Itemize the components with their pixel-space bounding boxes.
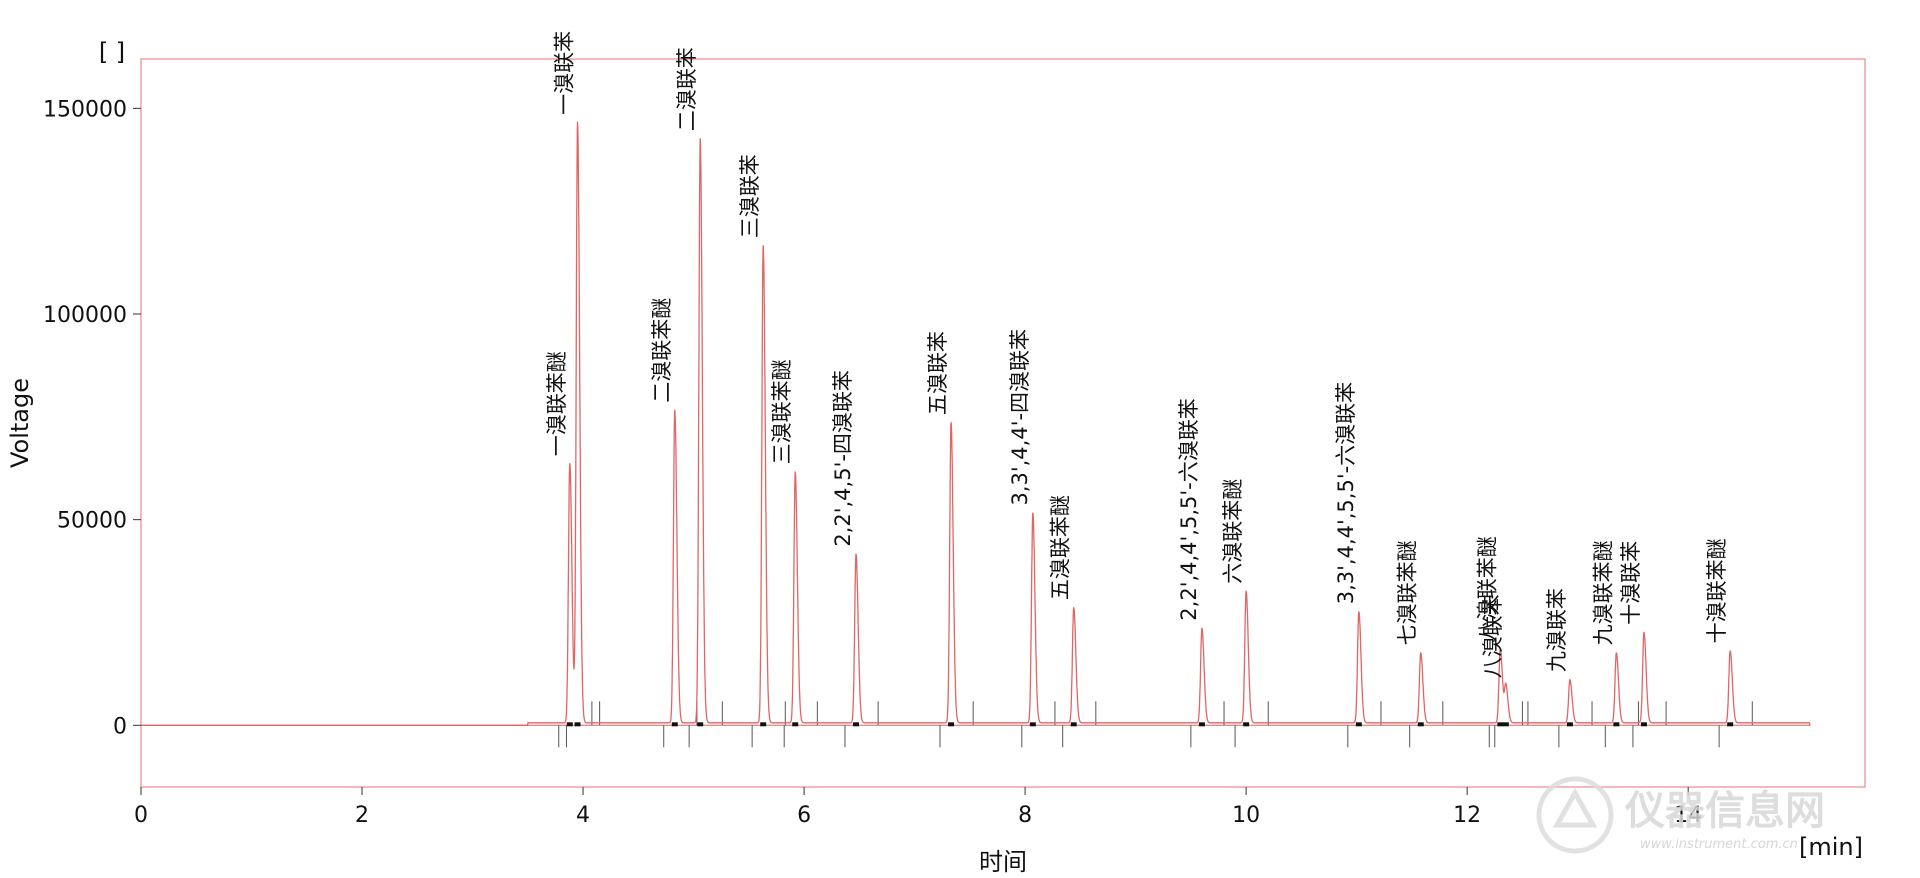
peak-label-13: 七溴联苯醚 [1396, 540, 1420, 645]
peak-base-mark-16 [1566, 722, 1573, 727]
peak-base-mark-11 [1243, 722, 1250, 727]
peak-base-mark-14 [1497, 722, 1504, 727]
y-unit-label: [ ] [99, 38, 125, 66]
peak-label-19: 十溴联苯醚 [1705, 538, 1729, 643]
x-tick-label-6: 12 [1453, 803, 1481, 828]
peak-label-12: 3,3',4,4',5,5'-六溴联苯 [1334, 382, 1358, 604]
x-tick-label-0: 0 [134, 803, 148, 828]
watermark-logo-icon [1536, 776, 1614, 854]
watermark-url: www.instrument.com.cn [1640, 837, 1798, 852]
peak-base-mark-9 [1070, 722, 1077, 727]
peak-base-mark-0 [566, 722, 573, 727]
x-unit-label: [min] [1799, 833, 1863, 861]
peak-label-8: 3,3',4,4'-四溴联苯 [1008, 329, 1032, 506]
peak-label-11: 六溴联苯醚 [1221, 479, 1245, 584]
peak-label-17: 九溴联苯醚 [1591, 540, 1615, 645]
tick-group: 0 2 4 6 8 10 12 14 0 50000 100000 150000 [43, 97, 1702, 828]
peak-label-7: 五溴联苯 [926, 331, 950, 415]
peak-label-6: 2,2',4,5'-四溴联苯 [831, 370, 855, 547]
peak-label-0: 一溴联苯醚 [545, 351, 569, 456]
peak-base-mark-5 [792, 722, 799, 727]
integration-marks [558, 701, 1753, 748]
watermark: 仪器信息网 www.instrument.com.cn [1536, 776, 1825, 854]
watermark-name: 仪器信息网 [1624, 788, 1825, 834]
peak-label-2: 二溴联苯醚 [650, 298, 674, 403]
peak-label-4: 三溴联苯 [738, 154, 762, 238]
peak-base-mark-6 [853, 722, 860, 727]
plot-frame [140, 58, 1866, 788]
peak-base-mark-3 [697, 722, 704, 727]
peak-base-mark-10 [1198, 722, 1205, 727]
x-axis-title: 时间 [979, 848, 1027, 876]
y-tick-label-1: 50000 [57, 509, 127, 534]
peak-base-mark-19 [1727, 722, 1734, 727]
peak-label-14: 八溴联苯醚 [1475, 536, 1499, 641]
peak-label-10: 2,2',4,4',5,5'-六溴联苯 [1177, 398, 1201, 620]
peak-base-mark-12 [1355, 722, 1362, 727]
y-tick-label-3: 150000 [43, 97, 127, 122]
peak-label-1: 一溴联苯 [553, 31, 577, 115]
peak-base-mark-1 [574, 722, 581, 727]
peak-base-mark-4 [760, 722, 767, 727]
x-tick-label-4: 8 [1018, 803, 1032, 828]
peak-label-9: 五溴联苯醚 [1049, 495, 1073, 600]
x-tick-label-3: 6 [797, 803, 811, 828]
peak-base-mark-17 [1613, 722, 1620, 727]
peak-base-mark-2 [671, 722, 678, 727]
peak-label-15: 八溴联苯 [1481, 594, 1505, 678]
y-tick-label-2: 100000 [43, 303, 127, 328]
peak-label-16: 九溴联苯 [1545, 588, 1569, 672]
y-axis-title: Voltage [6, 378, 34, 468]
x-tick-label-1: 2 [355, 803, 369, 828]
peak-base-mark-15 [1502, 722, 1509, 727]
peak-label-3: 二溴联苯 [675, 47, 699, 131]
chromatogram-trace [141, 121, 1811, 726]
x-tick-label-7: 14 [1674, 803, 1702, 828]
peak-base-mark-7 [948, 722, 955, 727]
peak-base-mark-13 [1417, 722, 1424, 727]
x-tick-label-5: 10 [1232, 803, 1260, 828]
peak-base-mark-8 [1029, 722, 1036, 727]
peak-base-mark-18 [1640, 722, 1647, 727]
peak-label-5: 三溴联苯醚 [770, 359, 794, 464]
x-tick-label-2: 4 [576, 803, 590, 828]
y-tick-label-0: 0 [113, 714, 127, 739]
peak-label-18: 十溴联苯 [1619, 541, 1643, 625]
